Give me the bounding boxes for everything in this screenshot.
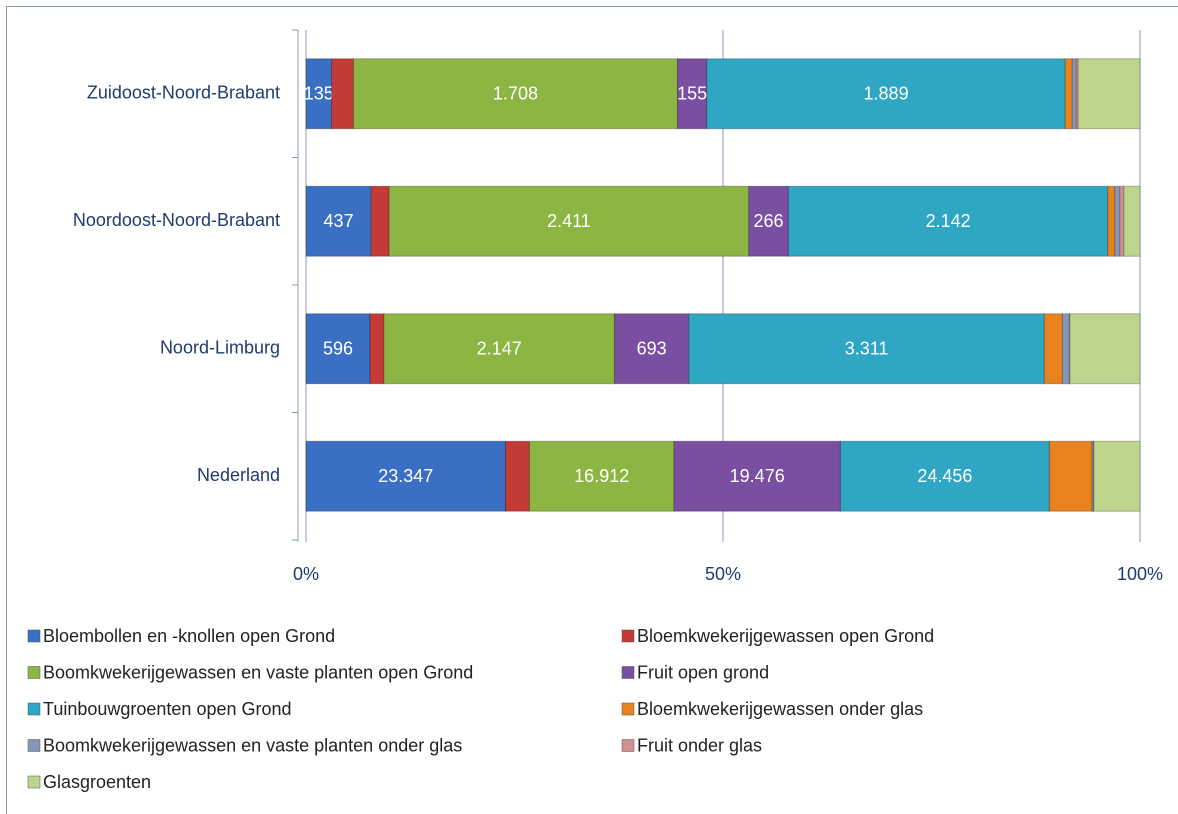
- bar-segment: [1043, 313, 1063, 385]
- legend-swatch: [27, 666, 41, 679]
- legend-label: Fruit onder glas: [637, 735, 762, 755]
- value-label: 19.476: [730, 466, 785, 486]
- bar-segment: [1093, 440, 1141, 512]
- legend-label: Fruit open grond: [637, 662, 769, 682]
- x-tick-label: 0%: [293, 564, 319, 584]
- legend-swatch: [27, 739, 41, 752]
- legend-swatch: [27, 775, 41, 789]
- legend-swatch: [621, 666, 635, 679]
- legend-swatch: [621, 702, 635, 716]
- bar-segment: [388, 185, 750, 257]
- legend-swatch: [27, 629, 41, 643]
- bar-segment: [613, 313, 690, 385]
- value-label: 2.147: [477, 339, 522, 359]
- value-label: 3.311: [845, 339, 889, 359]
- bar-segment: [1071, 58, 1077, 130]
- bar-segment: [383, 313, 615, 385]
- bar-segment: [1123, 185, 1141, 257]
- value-label: 2.142: [926, 211, 971, 231]
- y-tick-label: Noordoost-Noord-Brabant: [73, 210, 280, 230]
- bar-segment: [688, 313, 1045, 385]
- bar-segment: [305, 440, 507, 512]
- y-tick-label: Zuidoost-Noord-Brabant: [87, 83, 280, 103]
- bar-segment: [1061, 313, 1070, 385]
- bar-segment: [331, 58, 354, 130]
- bar-segment: [1119, 185, 1125, 257]
- value-label: 1.889: [864, 84, 909, 104]
- legend-swatch: [27, 702, 41, 716]
- bar-segment: [369, 313, 385, 385]
- legend-label: Glasgroenten: [43, 772, 151, 792]
- bar-segment: [505, 440, 530, 512]
- value-label: 1.708: [493, 84, 538, 104]
- bar-segment: [1114, 185, 1121, 257]
- bar-segment: [352, 58, 678, 130]
- legend-label: Bloemkwekerijgewassen onder glas: [637, 699, 923, 719]
- bar-segment: [839, 440, 1050, 512]
- value-label: 16.912: [574, 466, 629, 486]
- value-label: 23.347: [378, 466, 433, 486]
- bar-segment: [370, 185, 390, 257]
- legend-label: Boomkwekerijgewassen en vaste planten on…: [43, 735, 462, 755]
- x-tick-label: 50%: [705, 564, 741, 584]
- legend-label: Tuinbouwgroenten open Grond: [43, 699, 292, 719]
- bar-segment: [787, 185, 1109, 257]
- value-label: 266: [754, 211, 784, 231]
- y-tick-label: Nederland: [197, 465, 280, 485]
- legend-label: Bloemkwekerijgewassen open Grond: [637, 626, 934, 646]
- bar-segment: [305, 58, 333, 130]
- value-label: 2.411: [547, 211, 591, 231]
- bar-segment: [1077, 58, 1141, 130]
- bar-segment: [706, 58, 1066, 130]
- bar-segment: [1064, 58, 1073, 130]
- bar-segment: [1048, 440, 1093, 512]
- bar-segment: [1069, 313, 1141, 385]
- bar-segment: [305, 185, 372, 257]
- value-label: 155: [677, 84, 707, 104]
- y-tick-label: Noord-Limburg: [160, 338, 280, 358]
- legend-swatch: [621, 739, 635, 752]
- value-label: 693: [637, 339, 667, 359]
- bar-segment: [673, 440, 841, 512]
- legend-swatch: [621, 629, 635, 643]
- bar-segment: [1107, 185, 1116, 257]
- chart-frame: [6, 6, 1178, 814]
- value-label: 135: [304, 84, 334, 104]
- legend-label: Boomkwekerijgewassen en vaste planten op…: [43, 662, 473, 682]
- x-tick-label: 100%: [1117, 564, 1163, 584]
- bar-segment: [528, 440, 675, 512]
- value-label: 437: [324, 211, 354, 231]
- value-label: 596: [323, 339, 353, 359]
- value-label: 24.456: [917, 466, 972, 486]
- legend-label: Bloembollen en -knollen open Grond: [43, 626, 335, 646]
